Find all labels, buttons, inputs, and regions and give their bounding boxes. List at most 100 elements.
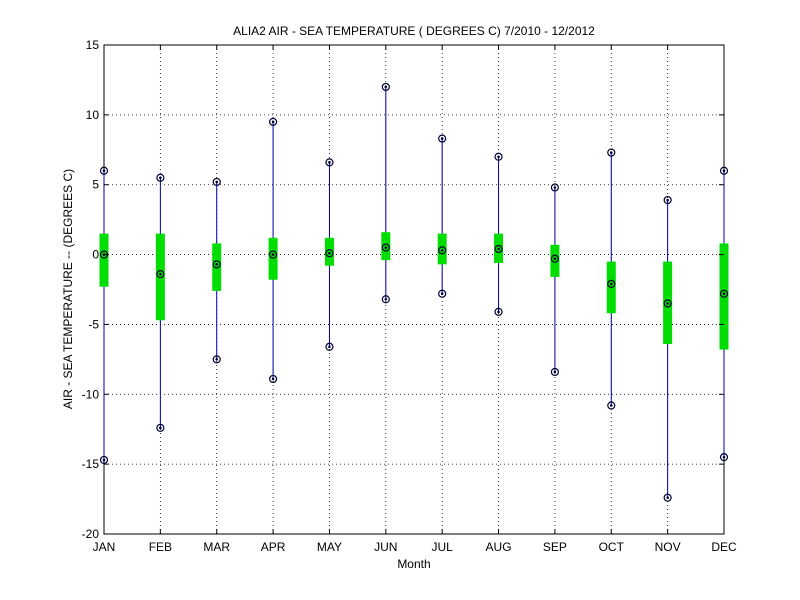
max-marker	[268, 117, 278, 126]
min-marker	[550, 367, 560, 377]
max-marker	[607, 148, 616, 157]
iqr-box	[381, 232, 391, 261]
x-tick-label: FEB	[149, 540, 172, 554]
iqr-box	[268, 237, 278, 280]
boxes	[99, 82, 729, 502]
min-marker	[494, 307, 503, 316]
min-marker-dot	[328, 345, 331, 349]
iqr-box	[550, 244, 560, 277]
iqr-box	[324, 237, 334, 266]
max-marker	[719, 166, 729, 175]
y-tick-label: 15	[86, 38, 100, 52]
median-marker	[268, 250, 278, 259]
min-marker	[99, 455, 109, 465]
max-marker-dot	[553, 186, 557, 189]
max-marker-dot	[271, 120, 275, 124]
median-marker	[381, 243, 390, 252]
max-marker	[381, 82, 390, 92]
min-marker	[663, 493, 672, 502]
chart-title: ALIA2 AIR - SEA TEMPERATURE ( DEGREES C)…	[233, 24, 595, 38]
y-tick-label: 10	[86, 108, 100, 122]
x-tick-label: NOV	[655, 540, 681, 554]
max-marker-dot	[215, 180, 219, 184]
max-marker	[663, 195, 672, 205]
x-tick-label: MAR	[203, 540, 230, 554]
iqr-box	[99, 233, 109, 287]
x-tick-label: AUG	[486, 540, 512, 554]
min-marker	[325, 342, 334, 351]
max-marker-dot	[384, 85, 388, 89]
median-marker	[212, 260, 221, 269]
min-marker-dot	[271, 377, 275, 381]
median-marker-dot	[497, 247, 500, 251]
grid	[104, 45, 724, 534]
max-marker-dot	[102, 169, 106, 173]
max-marker	[99, 166, 109, 175]
y-tick-label: 5	[92, 178, 99, 192]
median-marker	[438, 246, 447, 255]
plot-frame	[103, 44, 725, 535]
iqr-box	[155, 233, 165, 321]
x-tick-label: APR	[261, 540, 286, 554]
y-tick-label: -15	[82, 457, 100, 471]
median-marker	[550, 254, 560, 263]
min-marker	[156, 423, 165, 432]
max-marker-dot	[440, 137, 444, 140]
y-tick-label: -20	[82, 527, 100, 541]
y-axis-label: AIR - SEA TEMPERATURE -- (DEGREES C)	[61, 169, 75, 409]
min-marker	[607, 401, 616, 410]
x-tick-label: SEP	[543, 540, 567, 554]
max-marker	[212, 177, 221, 187]
min-marker-dot	[666, 496, 669, 499]
x-tick-label: JUL	[432, 540, 454, 554]
max-marker-dot	[497, 155, 500, 159]
max-marker	[156, 173, 165, 182]
y-axis: 15 10 5 0 -5 -10 -15 -20	[82, 38, 724, 541]
x-axis: JAN FEB MAR APR MAY JUN JUL AUG SEP OCT NOV DEC	[93, 45, 737, 554]
median-marker	[156, 270, 165, 279]
median-marker-dot	[722, 292, 726, 295]
y-tick-label: 0	[92, 248, 99, 262]
x-tick-label: OCT	[599, 540, 625, 554]
median-marker-dot	[271, 253, 275, 256]
min-marker-dot	[553, 370, 557, 374]
iqr-box	[719, 243, 729, 350]
max-marker-dot	[328, 161, 331, 164]
min-marker	[438, 289, 447, 298]
max-marker	[438, 134, 447, 143]
max-marker	[325, 158, 334, 167]
x-axis-label: Month	[397, 557, 430, 571]
min-marker-dot	[384, 297, 388, 301]
median-marker	[325, 249, 334, 258]
iqr-box	[437, 233, 447, 265]
min-marker-dot	[722, 455, 726, 459]
y-tick-label: -5	[88, 317, 99, 331]
median-marker	[663, 299, 672, 308]
x-tick-label: JUN	[374, 540, 397, 554]
min-marker-dot	[159, 426, 162, 430]
x-tick-label: JAN	[93, 540, 116, 554]
min-marker-dot	[215, 358, 219, 361]
iqr-box	[212, 243, 222, 291]
median-marker	[607, 279, 616, 289]
median-marker-dot	[440, 249, 444, 252]
median-marker-dot	[159, 272, 162, 276]
min-marker	[719, 453, 729, 462]
max-marker-dot	[722, 169, 726, 173]
median-marker-dot	[328, 251, 331, 255]
median-marker-dot	[666, 302, 669, 305]
max-marker	[550, 183, 560, 192]
median-marker-dot	[384, 246, 388, 249]
min-marker	[212, 355, 221, 364]
max-marker-dot	[159, 176, 162, 180]
x-tick-label: DEC	[711, 540, 737, 554]
max-marker	[494, 152, 503, 161]
min-marker	[268, 374, 278, 384]
min-marker-dot	[497, 310, 500, 314]
min-marker-dot	[440, 292, 444, 295]
median-marker-dot	[609, 282, 613, 286]
max-marker-dot	[609, 151, 613, 154]
min-marker-dot	[609, 404, 613, 407]
min-marker-dot	[102, 458, 106, 462]
